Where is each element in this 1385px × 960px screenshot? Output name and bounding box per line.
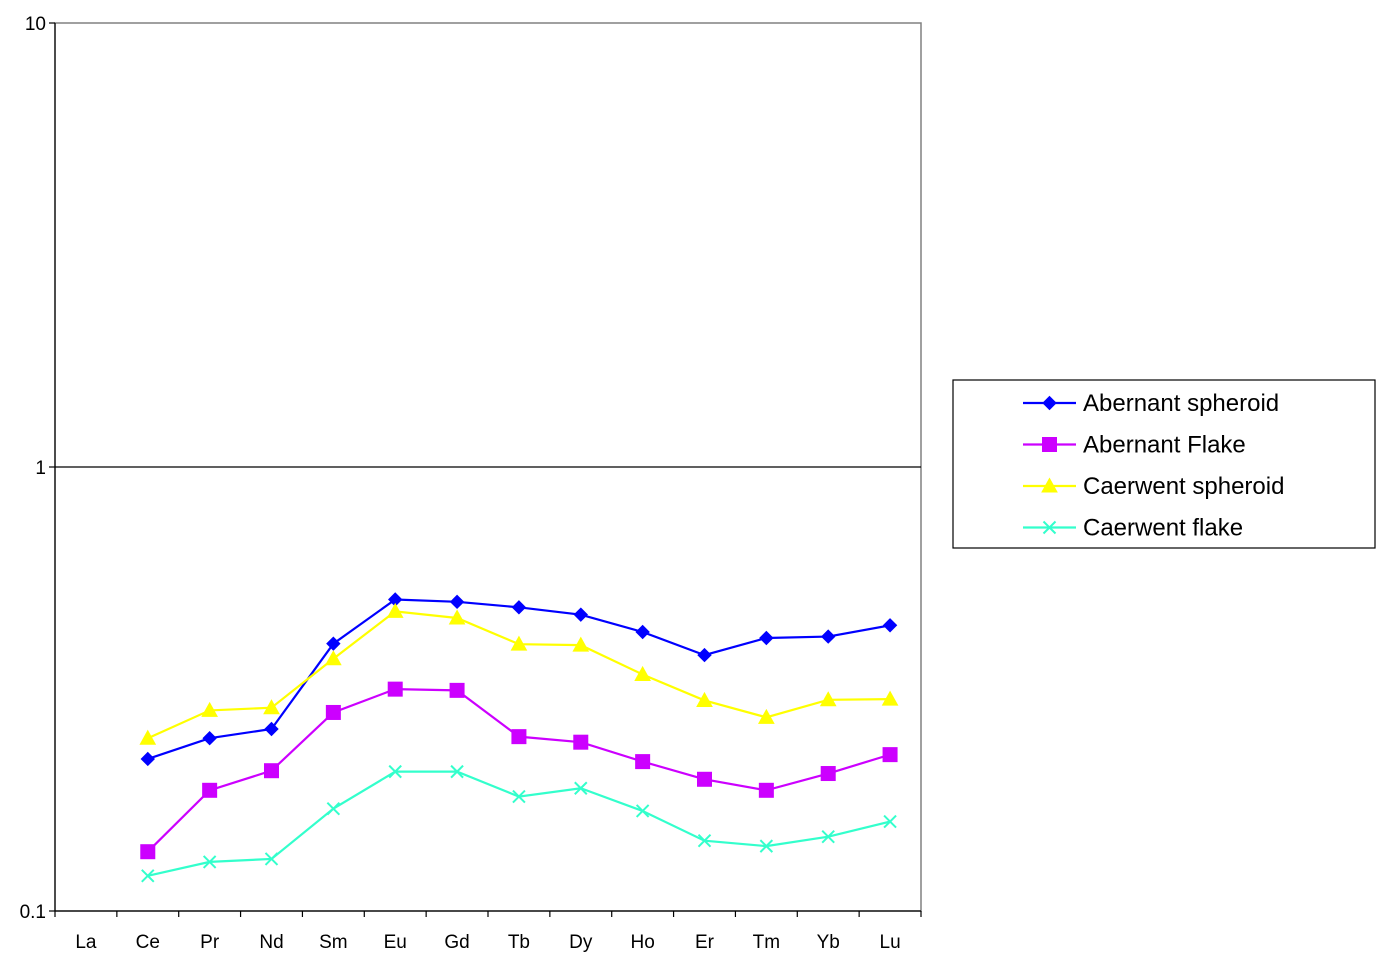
x-tick-label-Dy: Dy [569, 932, 593, 953]
data-point-2-Eu [386, 602, 404, 618]
series-1 [140, 681, 898, 860]
data-point-3-Tb [512, 789, 526, 804]
x-tick-label-Ho: Ho [630, 932, 654, 953]
data-point-2-Ce [139, 729, 157, 745]
data-point-0-Nd [264, 721, 279, 737]
data-point-1-Yb [820, 766, 836, 782]
x-tick-label-Tb: Tb [508, 932, 530, 953]
y-tick-label-2: 10 [25, 14, 46, 35]
data-point-2-Er [696, 691, 713, 707]
data-point-0-Tb [511, 600, 527, 615]
data-point-0-Ho [635, 624, 650, 640]
legend-item-3: Caerwent flake [1023, 515, 1243, 542]
data-point-3-Ce [141, 869, 155, 883]
data-point-3-Yb [821, 830, 835, 844]
series-3 [141, 764, 897, 883]
x-tick-label-Ce: Ce [136, 932, 160, 953]
y-tick-label-1: 1 [35, 458, 46, 479]
legend-box [952, 379, 1376, 549]
data-point-3-Pr [202, 855, 217, 869]
data-point-3-Gd [450, 764, 464, 779]
data-point-1-Lu [882, 747, 898, 763]
x-tick-label-Eu: Eu [384, 932, 407, 953]
data-point-0-Gd [449, 594, 465, 610]
data-point-3-Nd [264, 852, 279, 866]
series-0 [140, 592, 898, 767]
legend-item-1: Abernant Flake [1023, 432, 1246, 459]
data-point-2-Yb [819, 691, 837, 707]
data-point-1-Gd [449, 682, 465, 698]
data-point-1-Er [697, 771, 712, 787]
data-point-1-Ho [635, 754, 651, 770]
legend-item-2: Caerwent spheroid [1023, 473, 1284, 500]
x-tick-label-Yb: Yb [817, 932, 840, 953]
data-point-2-Sm [325, 650, 342, 666]
data-point-1-Eu [387, 681, 403, 697]
data-point-2-Dy [572, 636, 590, 652]
x-tick-label-Er: Er [695, 932, 715, 953]
data-point-0-Dy [573, 607, 588, 622]
data-point-3-Eu [388, 764, 402, 779]
data-point-3-Lu [883, 814, 897, 829]
legend-label-1: Abernant Flake [1083, 432, 1246, 459]
data-point-2-Nd [263, 699, 280, 715]
data-point-2-Tb [510, 635, 528, 651]
x-tick-label-Nd: Nd [259, 932, 283, 953]
data-point-1-Ce [140, 844, 156, 860]
legend-marker-3 [1042, 520, 1057, 535]
data-point-1-Nd [264, 763, 279, 779]
y-tick-label-0: 0.1 [20, 902, 46, 923]
data-point-2-Ho [634, 665, 651, 681]
series-2 [139, 602, 899, 745]
data-point-2-Lu [881, 690, 899, 706]
x-tick-label-Lu: Lu [880, 932, 901, 953]
data-point-1-Dy [573, 734, 589, 750]
data-point-0-Ce [140, 751, 155, 767]
x-tick-label-Gd: Gd [444, 932, 469, 953]
data-point-3-Tm [759, 839, 774, 853]
legend-item-0: Abernant spheroid [1023, 390, 1279, 417]
x-tick-label-Tm: Tm [753, 932, 780, 953]
data-point-1-Sm [325, 704, 341, 720]
data-point-1-Tb [511, 729, 527, 745]
legend-marker-1 [1042, 437, 1057, 452]
axes-layer: 0.1 1 10 La Ce Pr Nd Sm Eu Gd Tb Dy Ho Er Tm Yb Lu [20, 14, 922, 953]
x-tick-label-Sm: Sm [319, 932, 348, 953]
legend: Abernant spheroid Abernant Flake Caerwent … [952, 379, 1376, 549]
legend-label-2: Caerwent spheroid [1083, 473, 1284, 500]
legend-marker-2 [1041, 477, 1058, 493]
data-point-0-Yb [821, 629, 836, 644]
legend-label-0: Abernant spheroid [1083, 390, 1279, 417]
data-point-0-Tm [759, 630, 774, 646]
x-tick-label-Pr: Pr [200, 932, 220, 953]
data-point-1-Tm [758, 782, 774, 798]
data-point-3-Er [697, 833, 712, 848]
data-point-0-Lu [882, 618, 898, 633]
legend-marker-0 [1042, 395, 1057, 411]
legend-label-3: Caerwent flake [1083, 515, 1243, 542]
x-tick-label-La: La [75, 932, 97, 953]
data-point-1-Pr [202, 782, 218, 798]
data-point-3-Sm [326, 801, 341, 816]
data-point-2-Tm [758, 708, 775, 724]
data-point-0-Er [697, 647, 712, 663]
data-point-0-Pr [202, 731, 217, 746]
data-point-3-Ho [635, 804, 650, 818]
data-point-3-Dy [574, 781, 588, 795]
data-point-2-Gd [448, 609, 466, 625]
series-layer [139, 592, 899, 883]
data-point-2-Pr [201, 701, 218, 717]
data-point-0-Sm [326, 636, 341, 651]
